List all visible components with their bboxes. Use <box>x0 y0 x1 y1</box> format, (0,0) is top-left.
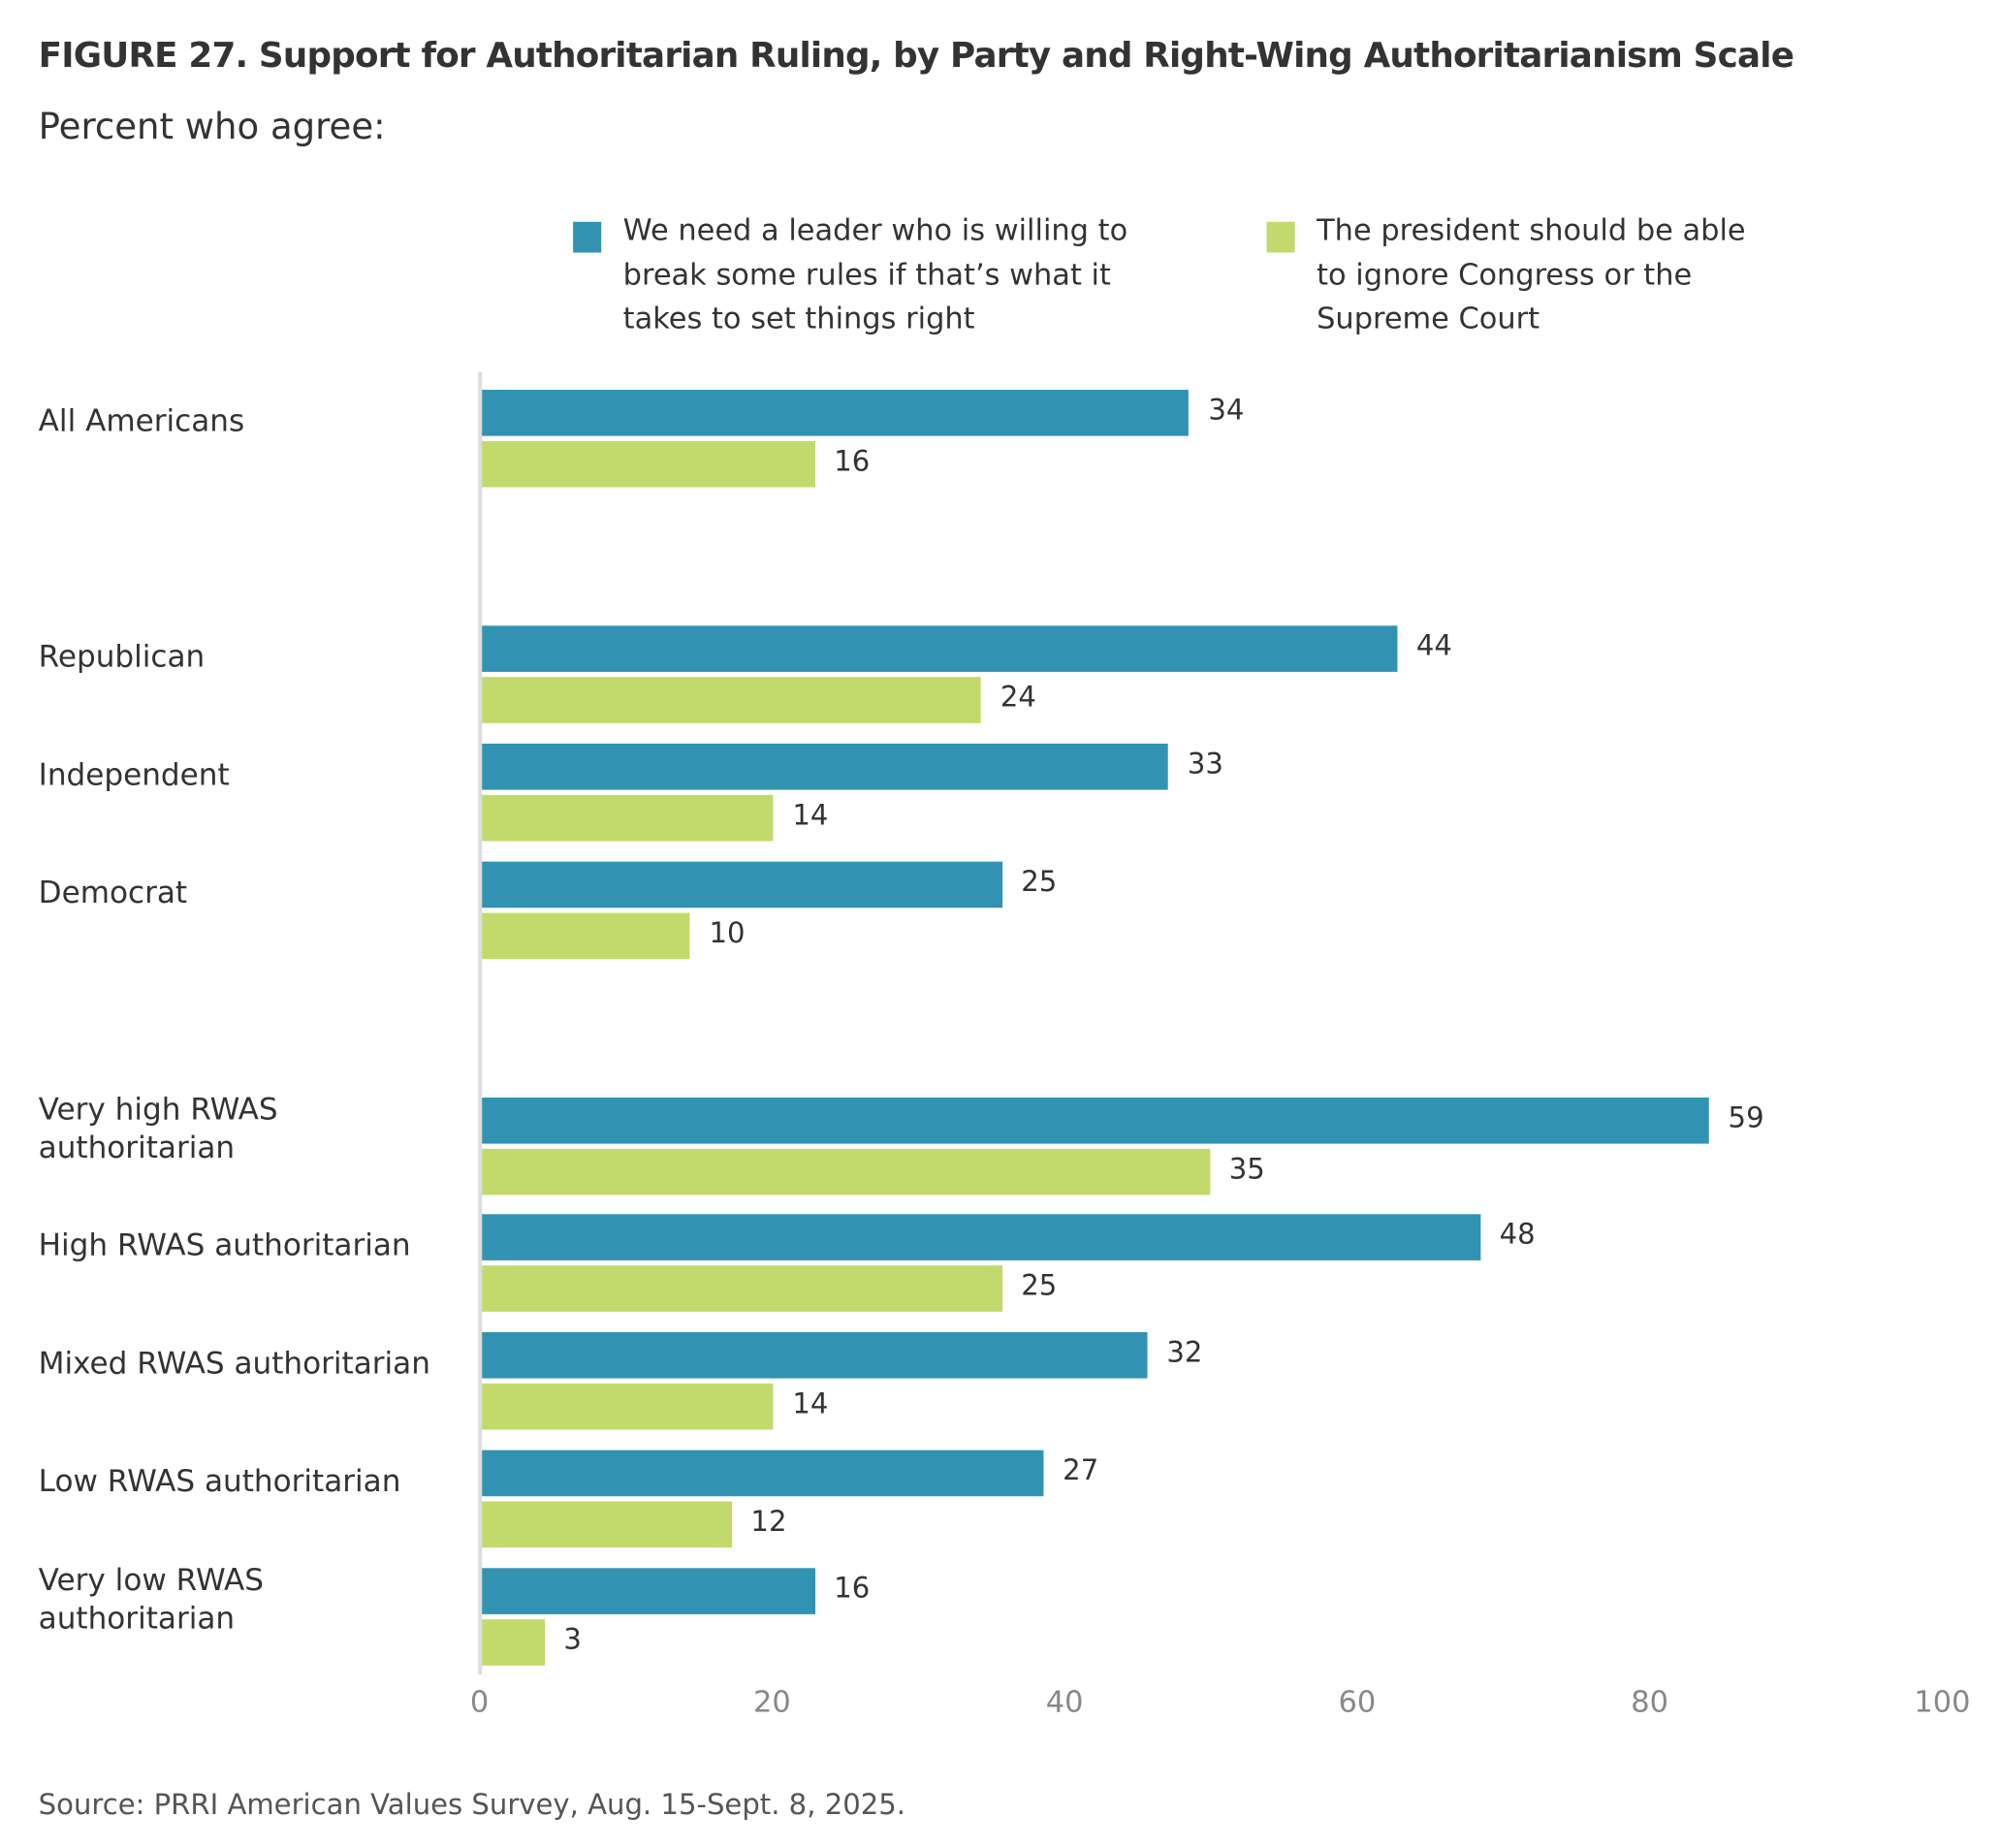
data-label: 16 <box>834 445 871 478</box>
bar-leader-break-rules <box>482 1568 815 1614</box>
data-label: 12 <box>750 1506 787 1539</box>
bar-leader-break-rules <box>482 1214 1480 1260</box>
bar-president-ignore-congress <box>482 1500 732 1547</box>
x-tick-label: 100 <box>1914 1685 1971 1720</box>
bar-leader-break-rules <box>482 743 1169 790</box>
legend-swatch-president <box>1266 221 1295 253</box>
data-label: 16 <box>834 1573 871 1606</box>
data-label: 34 <box>1208 395 1245 428</box>
bar-leader-break-rules <box>482 861 1002 908</box>
data-label: 24 <box>1000 681 1036 714</box>
data-label: 48 <box>1499 1219 1536 1252</box>
bar-leader-break-rules <box>482 1450 1044 1497</box>
bar-president-ignore-congress <box>482 1264 1002 1312</box>
x-tick-label: 60 <box>1338 1685 1377 1720</box>
category-label: Independent <box>38 756 230 793</box>
bar-leader-break-rules <box>482 1097 1709 1144</box>
bar-president-ignore-congress <box>482 440 815 487</box>
bar-leader-break-rules <box>482 1331 1148 1379</box>
data-label: 3 <box>563 1623 582 1656</box>
data-label: 32 <box>1166 1337 1203 1370</box>
chart-subtitle: Percent who agree: <box>38 105 386 148</box>
bar-president-ignore-congress <box>482 1383 774 1429</box>
category-label: Very low RWAS authoritarian <box>38 1561 264 1637</box>
bar-president-ignore-congress <box>482 1148 1210 1195</box>
source-note: Source: PRRI American Values Survey, Aug… <box>38 1790 905 1823</box>
bar-leader-break-rules <box>482 390 1190 436</box>
bar-president-ignore-congress <box>482 911 690 959</box>
category-label: Low RWAS authoritarian <box>38 1462 401 1499</box>
data-label: 44 <box>1415 630 1452 663</box>
category-label: High RWAS authoritarian <box>38 1227 411 1263</box>
x-tick-label: 80 <box>1631 1685 1669 1720</box>
y-axis-line <box>478 371 483 1675</box>
data-label: 14 <box>792 799 829 832</box>
data-label: 33 <box>1187 749 1223 781</box>
x-tick-label: 0 <box>469 1685 490 1720</box>
chart-title: FIGURE 27. Support for Authoritarian Rul… <box>38 36 1794 77</box>
category-label: Very high RWAS authoritarian <box>38 1091 278 1166</box>
data-label: 10 <box>709 917 746 950</box>
data-label: 27 <box>1063 1454 1099 1487</box>
data-label: 59 <box>1728 1102 1764 1135</box>
category-label: All Americans <box>38 402 245 439</box>
x-tick-label: 40 <box>1045 1685 1084 1720</box>
data-label: 25 <box>1021 866 1058 900</box>
bar-president-ignore-congress <box>482 1618 545 1666</box>
category-label: Republican <box>38 638 206 675</box>
data-label: 14 <box>792 1387 829 1420</box>
bar-leader-break-rules <box>482 625 1397 672</box>
legend-label-president: The president should be able to ignore C… <box>1317 213 1746 336</box>
data-label: 35 <box>1228 1153 1265 1186</box>
category-label: Mixed RWAS authoritarian <box>38 1345 430 1382</box>
x-tick-label: 20 <box>752 1685 791 1720</box>
category-label: Democrat <box>38 874 188 910</box>
data-label: 25 <box>1021 1269 1058 1302</box>
bar-president-ignore-congress <box>482 794 774 841</box>
legend-swatch-leader <box>573 221 602 253</box>
legend-label-leader: We need a leader who is willing to break… <box>622 213 1128 336</box>
bar-president-ignore-congress <box>482 676 981 723</box>
